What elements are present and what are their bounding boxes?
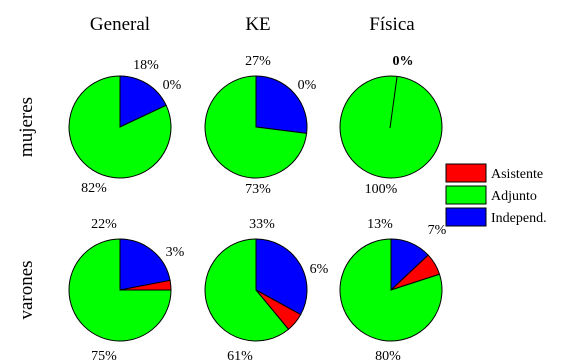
pie-varones-ke-label-independ: 33% [249,217,275,232]
column-title-fisica: Física [369,14,415,35]
pie-varones-general-slice-adjunto [68,238,172,342]
pie-mujeres-f-sica-slice-adjunto [339,75,443,179]
pie-varones-general-label-independ: 22% [91,217,117,232]
pie-varones-ke-label-asistente: 6% [310,262,329,277]
pie-varones-ke-slice-adjunto [204,238,290,342]
column-title-ke: KE [245,14,270,35]
pie-mujeres-ke-label-independ: 27% [245,54,271,69]
legend-label-adjunto: Adjunto [491,189,537,204]
pie-mujeres-f-sica-label-independ: 0% [393,54,414,69]
pie-mujeres-f-sica-label-adjunto: 100% [365,182,398,197]
column-title-general: General [90,14,150,35]
pie-varones-general-label-adjunto: 75% [91,349,117,361]
legend-swatch-asistente [445,163,487,183]
pie-varones-general-slice-independ [119,238,171,291]
pie-mujeres-ke-slice-independ [255,75,308,134]
pie-mujeres-general-label-independ: 18% [133,58,159,73]
pie-varones-general-label-asistente: 3% [166,245,185,260]
pie-mujeres-general-label-asistente: 0% [163,78,182,93]
pie-varones-f-sica-label-adjunto: 80% [375,349,401,361]
pie-mujeres-general-slice-independ [119,75,167,128]
legend-swatch-adjunto [445,185,487,205]
pct-labels-layer: 18% 0% 82% 27% 0% 73% 0% 100% 22% 3% 75% 33% 6% 61% 13… [81,54,447,361]
pie-mujeres-general-label-adjunto: 82% [81,181,107,196]
pie-mujeres-ke-label-adjunto: 73% [245,182,271,197]
pie-varones-ke-label-adjunto: 61% [227,349,253,361]
pie-varones-f-sica-slice-adjunto [339,238,443,342]
legend-swatch-independ [445,207,487,227]
pie-varones-f-sica-label-independ: 13% [367,217,393,232]
pie-mujeres-f-sica-boundary-line [389,76,398,129]
row-label-mujeres: mujeres [16,97,37,157]
pie-varones-ke-slice-independ [255,238,308,316]
legend: Asistente Adjunto Independ. [445,163,547,227]
pie-mujeres-general-slice-adjunto [68,75,172,179]
pie-mujeres-ke-label-asistente: 0% [298,78,317,93]
legend-label-independ: Independ. [491,211,547,226]
row-label-varones: varones [16,260,37,319]
pies-layer [68,75,443,342]
pie-mujeres-ke-slice-adjunto [204,75,308,179]
pie-varones-f-sica-label-asistente: 7% [428,223,447,238]
legend-label-asistente: Asistente [491,167,543,182]
